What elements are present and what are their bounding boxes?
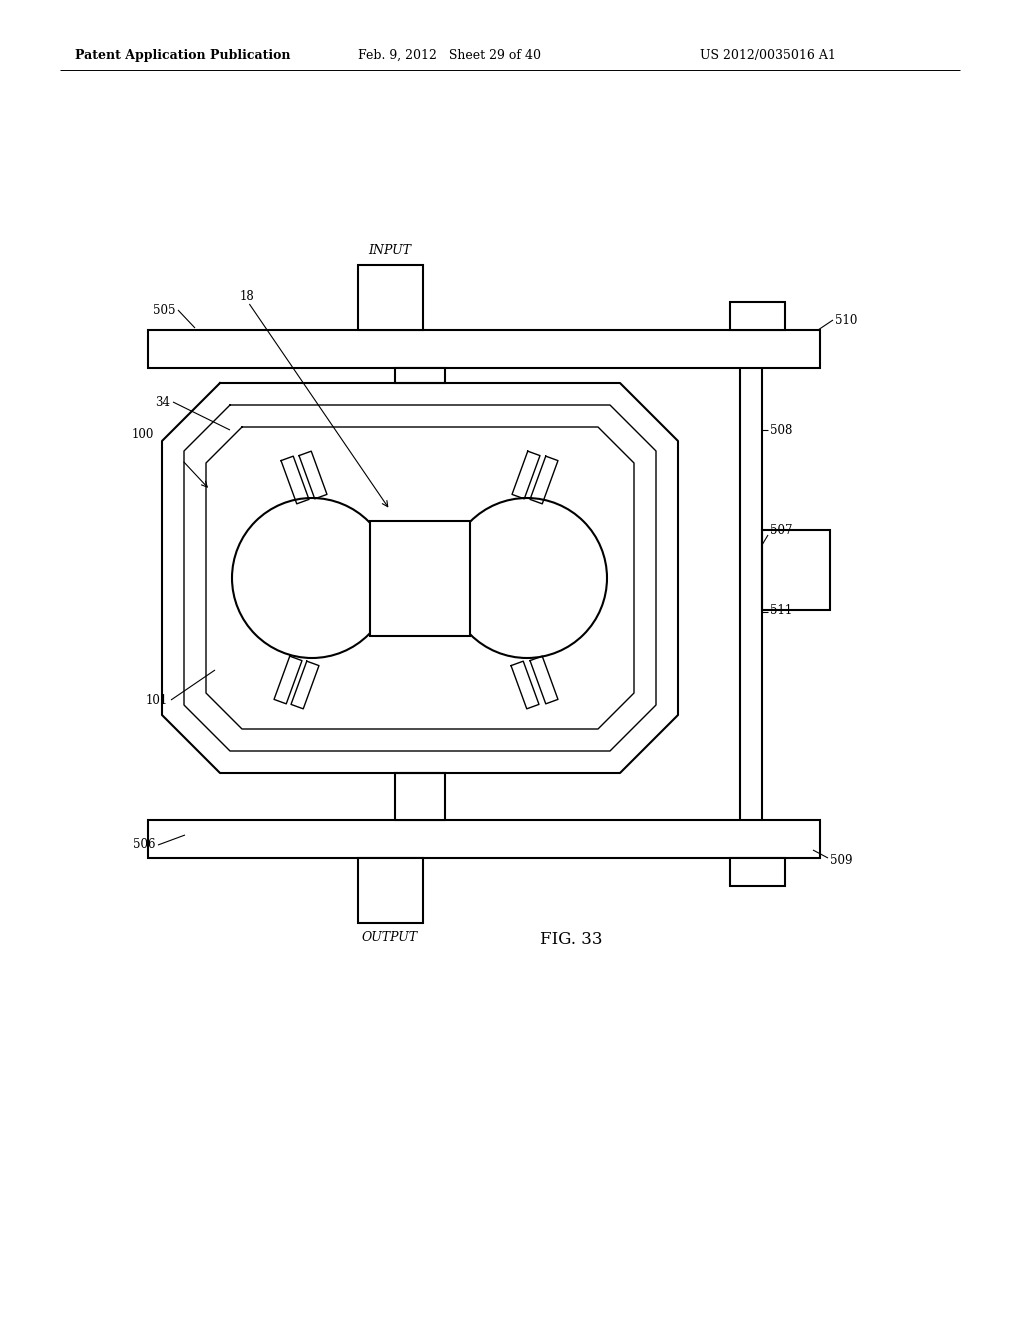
Bar bbox=[762, 531, 830, 610]
Text: 505: 505 bbox=[153, 304, 175, 317]
Bar bbox=[148, 330, 820, 368]
Text: 506: 506 bbox=[132, 838, 155, 851]
Text: 100: 100 bbox=[132, 429, 154, 441]
Text: 510: 510 bbox=[835, 314, 857, 326]
Bar bbox=[358, 265, 423, 330]
Text: OUTPUT: OUTPUT bbox=[361, 931, 418, 944]
Text: 507: 507 bbox=[770, 524, 793, 536]
Bar bbox=[730, 302, 785, 330]
Text: US 2012/0035016 A1: US 2012/0035016 A1 bbox=[700, 49, 836, 62]
Text: 508: 508 bbox=[770, 424, 793, 437]
Bar bbox=[358, 858, 423, 923]
Text: FIG. 33: FIG. 33 bbox=[540, 932, 602, 949]
Text: 18: 18 bbox=[240, 289, 255, 302]
Bar bbox=[395, 774, 445, 820]
Bar bbox=[730, 858, 785, 886]
Text: INPUT: INPUT bbox=[369, 244, 412, 257]
Text: 511: 511 bbox=[770, 603, 793, 616]
Text: 101: 101 bbox=[145, 693, 168, 706]
Text: 34: 34 bbox=[155, 396, 170, 408]
Bar bbox=[148, 820, 820, 858]
Bar bbox=[395, 368, 445, 383]
Bar bbox=[370, 521, 470, 636]
Text: Feb. 9, 2012   Sheet 29 of 40: Feb. 9, 2012 Sheet 29 of 40 bbox=[358, 49, 541, 62]
Text: 509: 509 bbox=[830, 854, 853, 866]
Text: Patent Application Publication: Patent Application Publication bbox=[75, 49, 291, 62]
